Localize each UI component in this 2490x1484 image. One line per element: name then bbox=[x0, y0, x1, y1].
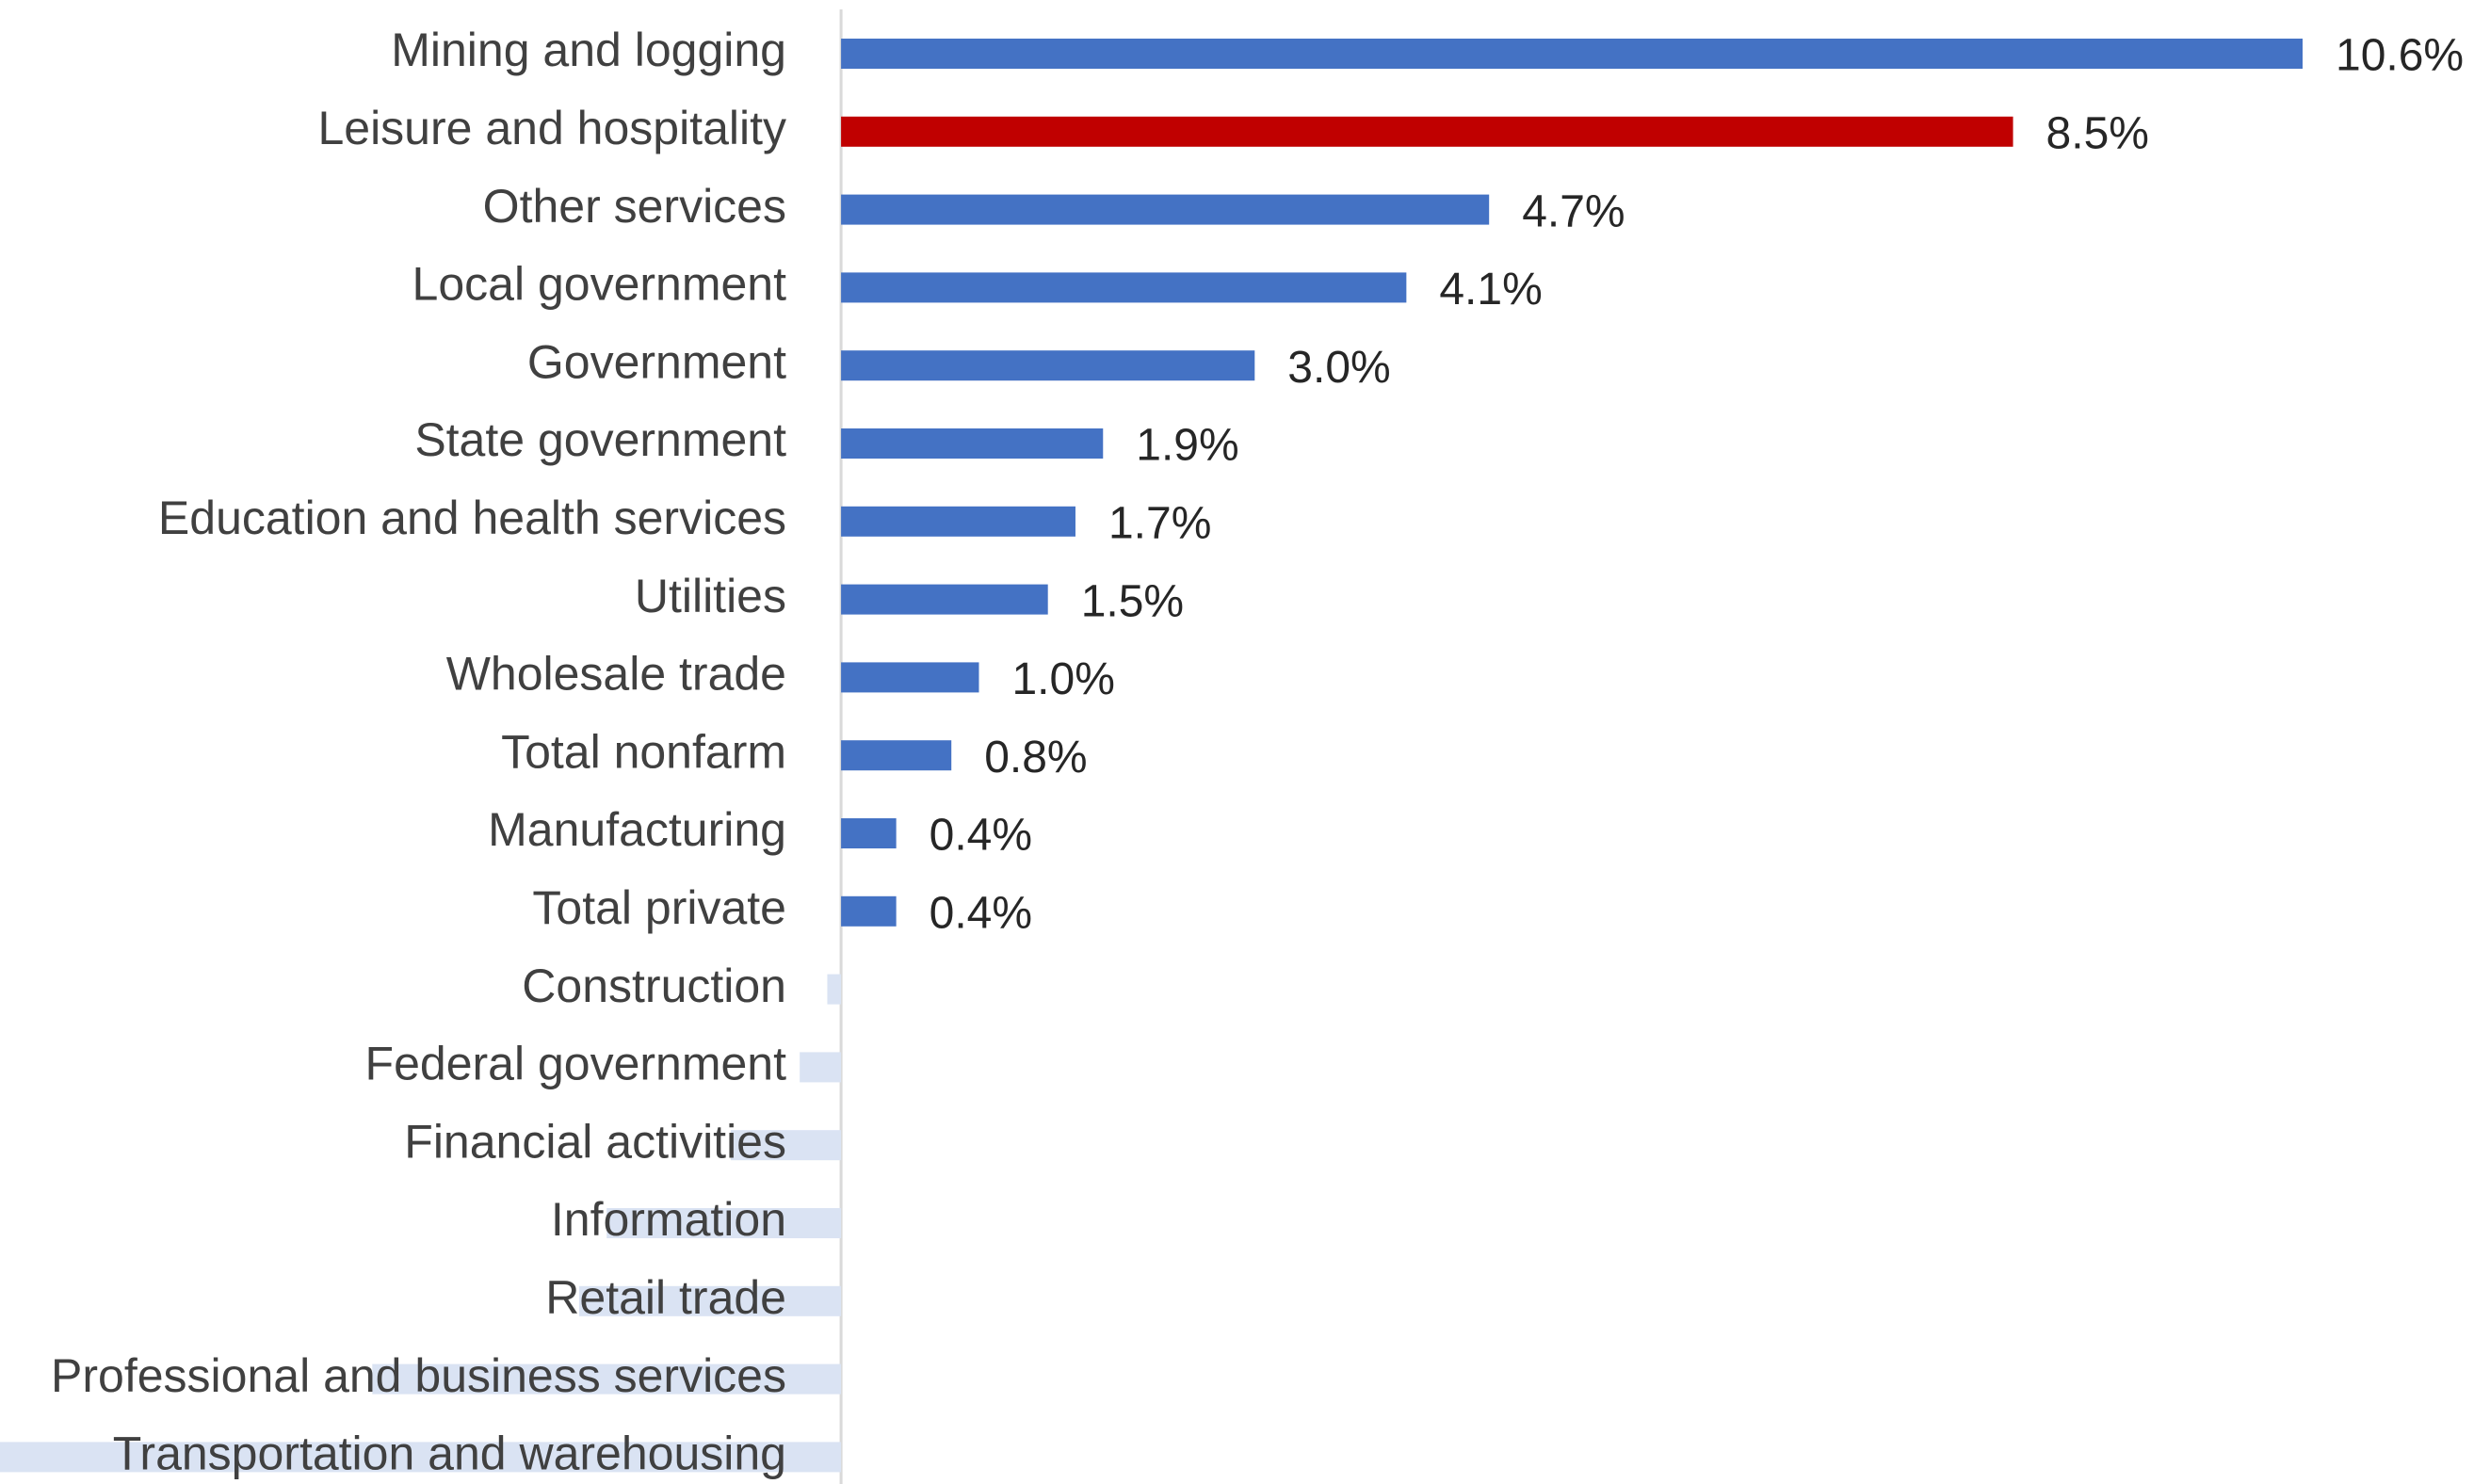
category-label: Government bbox=[527, 335, 786, 388]
category-label: Utilities bbox=[635, 570, 786, 622]
data-label: 4.7% bbox=[1522, 186, 1625, 236]
category-label: Education and health services bbox=[158, 492, 786, 544]
category-label: Manufacturing bbox=[488, 803, 786, 856]
category-label: Mining and logging bbox=[391, 24, 786, 76]
data-label: 3.0% bbox=[1287, 343, 1390, 393]
category-label: Information bbox=[551, 1193, 786, 1246]
bar bbox=[841, 350, 1255, 381]
category-label: Total nonfarm bbox=[501, 725, 786, 778]
category-label: Local government bbox=[412, 258, 787, 311]
category-label: Financial activities bbox=[404, 1115, 786, 1168]
category-label: Wholesale trade bbox=[446, 648, 786, 701]
category-label: Transportation and warehousing bbox=[113, 1428, 786, 1480]
data-label: 8.5% bbox=[2046, 108, 2149, 158]
bar bbox=[372, 1363, 842, 1395]
data-label: 1.9% bbox=[1136, 421, 1238, 471]
bar bbox=[841, 272, 1407, 303]
category-label: Total private bbox=[532, 881, 786, 934]
bar bbox=[800, 1052, 842, 1083]
bar bbox=[841, 584, 1048, 615]
category-label: Professional and business services bbox=[51, 1349, 786, 1402]
data-label: 1.0% bbox=[1011, 654, 1114, 704]
data-label: 0.4% bbox=[930, 811, 1032, 861]
category-label: Federal government bbox=[365, 1038, 787, 1090]
bar bbox=[841, 116, 2013, 147]
data-label: 4.1% bbox=[1439, 265, 1542, 315]
bar bbox=[841, 895, 897, 927]
bar bbox=[841, 194, 1490, 225]
data-label: 1.7% bbox=[1108, 498, 1211, 548]
category-label: Construction bbox=[522, 960, 786, 1012]
bar bbox=[841, 818, 897, 848]
data-label: 10.6% bbox=[2336, 31, 2464, 81]
data-label: 0.4% bbox=[930, 888, 1032, 938]
bar bbox=[730, 1130, 842, 1161]
bar bbox=[606, 1208, 842, 1238]
bar bbox=[841, 506, 1075, 537]
bar bbox=[841, 662, 979, 693]
bars bbox=[0, 9, 2303, 1484]
bar bbox=[827, 974, 842, 1005]
bar bbox=[841, 39, 2303, 69]
category-label: State government bbox=[414, 413, 786, 466]
labels: Mining and logging 10.6% Leisure and hospi… bbox=[51, 24, 2464, 1479]
bar bbox=[841, 428, 1104, 459]
data-label: 0.8% bbox=[984, 733, 1087, 782]
bar bbox=[578, 1285, 842, 1316]
category-label: Leisure and hospitality bbox=[317, 102, 786, 154]
data-label: 1.5% bbox=[1081, 576, 1184, 626]
bar bbox=[841, 740, 952, 771]
category-label: Other services bbox=[483, 180, 786, 233]
bar bbox=[0, 1442, 842, 1473]
category-label: Retail trade bbox=[545, 1271, 786, 1324]
